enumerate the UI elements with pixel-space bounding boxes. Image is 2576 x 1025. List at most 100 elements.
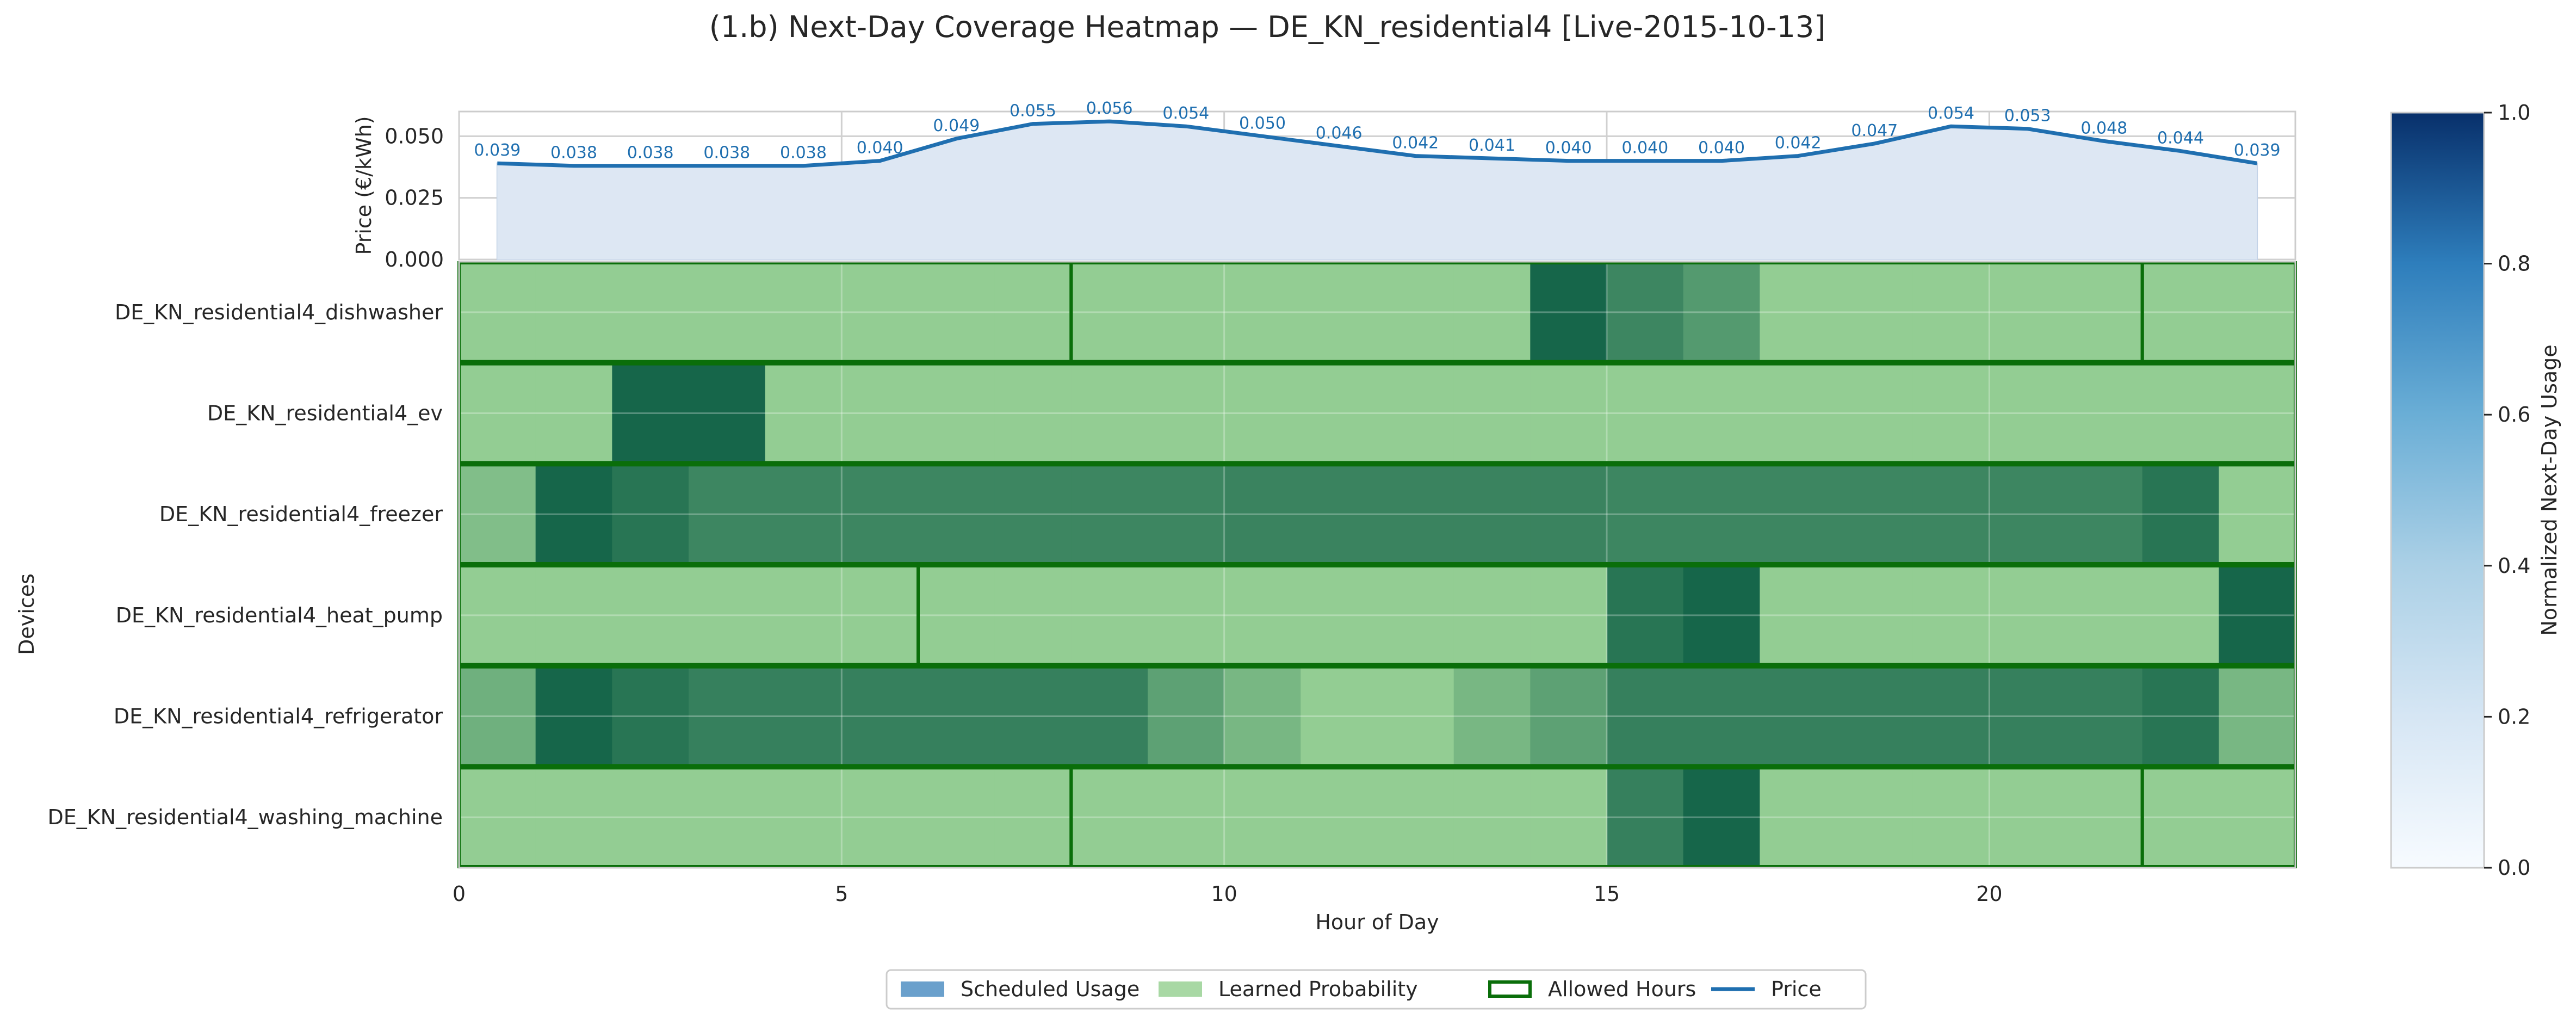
price-data-label: 0.048	[2080, 119, 2127, 138]
heatmap-cell	[765, 665, 842, 767]
heatmap-cell	[612, 262, 689, 363]
heatmap-cell	[1989, 565, 2066, 666]
colorbar-tick-label: 0.0	[2498, 856, 2530, 880]
heatmap-cell	[1683, 767, 1760, 868]
heatmap-cell	[1071, 362, 1148, 464]
heatmap-cell	[765, 362, 842, 464]
legend-item: Price	[1711, 977, 1822, 1001]
heatmap-cell	[1912, 767, 1990, 868]
heatmap-cell	[612, 565, 689, 666]
heatmap-cell	[535, 565, 612, 666]
colorbar-label: Normalized Next-Day Usage	[2537, 344, 2561, 635]
heatmap-cell	[1607, 665, 1684, 767]
heatmap-cell	[918, 362, 995, 464]
heatmap-cell	[689, 464, 766, 565]
legend-label: Scheduled Usage	[961, 977, 1140, 1001]
price-data-label: 0.040	[857, 139, 903, 158]
heatmap-cell	[1301, 767, 1378, 868]
heatmap-cell	[535, 767, 612, 868]
device-label: DE_KN_residential4_ev	[207, 402, 443, 425]
price-data-label: 0.046	[1316, 124, 1363, 143]
heatmap-cell	[841, 362, 919, 464]
heatmap-cell	[459, 464, 536, 565]
legend-swatch	[1488, 980, 1532, 998]
heatmap-cell	[1607, 767, 1684, 868]
heatmap-cell	[1530, 665, 1607, 767]
price-data-label: 0.038	[550, 144, 597, 163]
heatmap-cell	[1453, 362, 1531, 464]
heatmap-cell	[2066, 464, 2143, 565]
heatmap-cell	[459, 565, 536, 666]
x-tick-label: 10	[1211, 882, 1237, 906]
heatmap-panel: DE_KN_residential4_dishwasher DE_KN_resid…	[15, 261, 2298, 934]
heatmap-cell	[1224, 262, 1301, 363]
heatmap-cell	[918, 464, 995, 565]
heatmap-cell	[1760, 464, 1837, 565]
heatmap-cell	[994, 262, 1072, 363]
heatmap-cell	[1760, 565, 1837, 666]
heatmap-cell	[1683, 665, 1760, 767]
heatmap-cell	[841, 464, 919, 565]
heatmap-cell	[1607, 262, 1684, 363]
heatmap-cell	[2219, 362, 2296, 464]
heatmap-cell	[2219, 767, 2296, 868]
heatmap-cell	[1836, 362, 1914, 464]
heatmap-cell	[535, 362, 612, 464]
heatmap-cell	[1989, 262, 2066, 363]
heatmap-cell	[2142, 565, 2219, 666]
x-axis-ticks: 0 5 10 15 20	[453, 882, 2003, 906]
heatmap-cell	[918, 767, 995, 868]
heatmap-cell	[2142, 262, 2219, 363]
heatmap-cell	[994, 767, 1072, 868]
heatmap-cell	[1760, 262, 1837, 363]
heatmap-cell	[1912, 665, 1990, 767]
price-y-axis-label: Price (€/kWh)	[352, 116, 376, 255]
heatmap-cells	[459, 262, 2296, 868]
heatmap-cell	[1453, 565, 1531, 666]
heatmap-cell	[1148, 767, 1225, 868]
heatmap-cell	[1377, 464, 1454, 565]
colorbar-tick-label: 1.0	[2498, 101, 2530, 125]
x-axis-label: Hour of Day	[1315, 910, 1439, 934]
heatmap-cell	[1301, 362, 1378, 464]
heatmap-cell	[1989, 767, 2066, 868]
price-data-label: 0.038	[627, 144, 674, 163]
heatmap-cell	[1989, 464, 2066, 565]
heatmap-cell	[612, 362, 689, 464]
heatmap-cell	[1607, 464, 1684, 565]
price-data-label: 0.040	[1698, 139, 1745, 158]
colorbar-gradient	[2390, 112, 2485, 869]
device-label: DE_KN_residential4_refrigerator	[114, 705, 443, 728]
heatmap-cell	[1836, 262, 1914, 363]
colorbar-tick-label: 0.4	[2498, 554, 2530, 578]
heatmap-cell	[1607, 362, 1684, 464]
heatmap-cell	[1989, 362, 2066, 464]
price-data-label: 0.055	[1010, 102, 1056, 121]
heatmap-cell	[765, 565, 842, 666]
heatmap-cell	[1148, 362, 1225, 464]
colorbar-ticks: 0.0 0.2 0.4 0.6 0.8 1.0	[2484, 101, 2530, 880]
price-data-labels: 0.039 0.038 0.038 0.038 0.038 0.040 0.049 0.055…	[474, 99, 2280, 163]
price-data-label: 0.041	[1469, 136, 1515, 155]
price-data-label: 0.039	[2234, 141, 2281, 160]
legend-swatch	[1159, 981, 1202, 997]
heatmap-cell	[1836, 464, 1914, 565]
heatmap-cell	[1912, 464, 1990, 565]
heatmap-cell	[1453, 464, 1531, 565]
heatmap-cell	[612, 665, 689, 767]
legend: Scheduled Usage Learned Probability Allowe…	[886, 969, 1867, 1010]
legend-label: Learned Probability	[1218, 977, 1418, 1001]
heatmap-cell	[765, 767, 842, 868]
device-label: DE_KN_residential4_heat_pump	[116, 603, 443, 627]
heatmap-cell	[1683, 464, 1760, 565]
heatmap-cell	[918, 565, 995, 666]
heatmap-cell	[535, 665, 612, 767]
heatmap-cell	[1912, 565, 1990, 666]
heatmap-frame	[458, 261, 2296, 869]
device-label: DE_KN_residential4_washing_machine	[47, 805, 443, 829]
heatmap-cell	[918, 262, 995, 363]
legend-swatch	[901, 981, 944, 997]
heatmap-cell	[1836, 565, 1914, 666]
heatmap-cell	[689, 362, 766, 464]
price-data-label: 0.042	[1775, 134, 1822, 153]
